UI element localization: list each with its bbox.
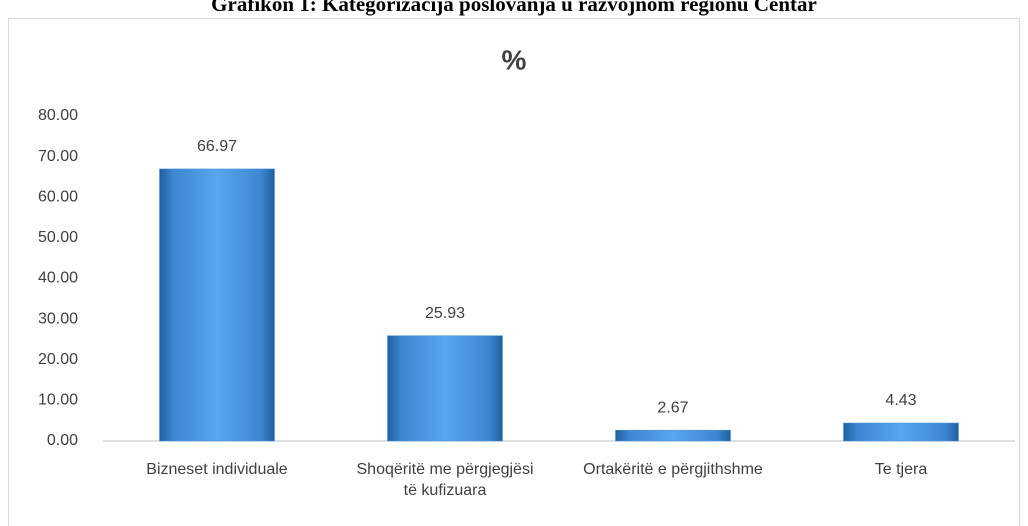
bar [387, 335, 503, 442]
x-tick-label: Bizneset individuale [146, 461, 288, 478]
heading: Grafikon 1: Kategorizacija poslovanja u … [211, 0, 817, 16]
y-tick-label: 0.00 [47, 432, 78, 449]
data-label: 4.43 [885, 392, 916, 409]
y-tick-label: 40.00 [38, 270, 78, 287]
bar [159, 168, 275, 442]
y-tick-label: 30.00 [38, 310, 78, 327]
data-label: 25.93 [425, 305, 465, 322]
data-label: 2.67 [657, 399, 688, 416]
y-tick-label: 70.00 [38, 148, 78, 165]
y-tick-label: 80.00 [38, 107, 78, 124]
bar [615, 429, 731, 442]
x-tick-label: Te tjera [874, 461, 928, 478]
x-tick-label: Ortakëritë e përgjithshme [583, 461, 763, 478]
y-tick-label: 20.00 [38, 351, 78, 368]
data-label: 66.97 [197, 138, 237, 155]
bar [843, 422, 959, 442]
chart-title: % [502, 44, 527, 75]
x-tick-label: Shoqëritë me përgjegjësi të kufizuara [356, 461, 534, 499]
y-tick-label: 60.00 [38, 188, 78, 205]
y-tick-label: 10.00 [38, 392, 78, 409]
y-tick-label: 50.00 [38, 229, 78, 246]
